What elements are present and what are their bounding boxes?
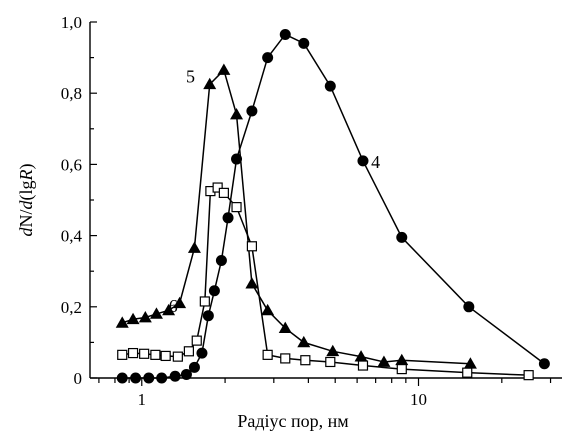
- data-point-circle: [143, 372, 155, 384]
- x-axis-title: Радіус пор, нм: [237, 411, 348, 431]
- data-point-square: [262, 349, 273, 360]
- data-point-square: [396, 364, 407, 375]
- y-tick-label: 0: [74, 369, 83, 388]
- data-point-square: [523, 370, 534, 381]
- data-point-triangle: [187, 241, 201, 253]
- curve-label: 6: [169, 296, 178, 316]
- data-point-square: [246, 241, 257, 252]
- data-point-circle: [180, 368, 192, 380]
- data-point-square: [325, 356, 336, 368]
- data-point-circle: [246, 105, 258, 117]
- data-point-square: [212, 182, 223, 193]
- y-tick-label: 0,4: [61, 227, 83, 246]
- series-layer: [115, 28, 550, 384]
- data-point-circle: [324, 80, 336, 92]
- data-point-square: [191, 335, 202, 346]
- data-point-square: [127, 347, 139, 359]
- data-point-square: [139, 348, 150, 359]
- data-point-circle: [116, 372, 128, 384]
- x-tick-label: 10: [410, 390, 427, 409]
- data-point-triangle: [203, 77, 217, 90]
- data-point-circle: [196, 347, 208, 359]
- data-point-triangle: [162, 303, 176, 316]
- data-point-triangle: [245, 277, 259, 289]
- series-6: [117, 182, 534, 381]
- y-tick-label: 0,6: [61, 155, 82, 174]
- y-tick-label: 0,2: [61, 298, 82, 317]
- series-line-5: [122, 68, 471, 365]
- data-point-square: [199, 296, 210, 307]
- data-point-circle: [208, 285, 220, 297]
- data-point-triangle: [138, 310, 152, 323]
- curve-label: 5: [186, 67, 195, 87]
- data-point-square: [183, 346, 194, 357]
- data-point-square: [462, 367, 473, 378]
- annotations: 4 5 6: [169, 67, 380, 317]
- data-point-triangle: [115, 316, 129, 328]
- data-point-circle: [231, 153, 243, 165]
- series-4: [116, 28, 550, 384]
- data-point-triangle: [326, 344, 340, 357]
- data-point-circle: [298, 37, 310, 49]
- data-point-triangle: [377, 355, 391, 367]
- series-line-4: [122, 33, 545, 379]
- data-point-triangle: [297, 335, 311, 348]
- ticks: 0 0,2 0,4 0,6 0,8 1,0 1 10: [61, 13, 552, 409]
- data-point-square: [300, 355, 311, 366]
- data-point-circle: [130, 372, 142, 384]
- data-point-circle: [538, 358, 550, 370]
- series-line-6: [122, 186, 529, 376]
- data-point-circle: [215, 255, 227, 267]
- curve-label: 4: [371, 152, 380, 172]
- y-tick-label: 0,8: [61, 84, 82, 103]
- data-point-circle: [357, 155, 369, 167]
- data-point-square: [218, 187, 229, 198]
- data-point-circle: [262, 52, 274, 64]
- data-point-triangle: [278, 321, 292, 334]
- data-point-square: [172, 351, 183, 362]
- data-point-triangle: [173, 296, 187, 309]
- data-point-circle: [463, 301, 475, 313]
- data-point-circle: [169, 370, 181, 382]
- data-point-square: [231, 202, 242, 213]
- data-point-triangle: [463, 357, 477, 369]
- data-point-triangle: [217, 63, 231, 75]
- data-point-circle: [396, 231, 408, 243]
- data-point-triangle: [395, 353, 409, 366]
- data-point-square: [280, 353, 291, 364]
- data-point-triangle: [354, 350, 368, 362]
- series-5: [115, 63, 477, 369]
- data-point-square: [117, 349, 128, 360]
- x-tick-label: 1: [138, 390, 147, 409]
- data-point-square: [160, 350, 171, 362]
- data-point-triangle: [126, 312, 140, 325]
- data-point-circle: [202, 310, 214, 322]
- data-point-triangle: [261, 303, 275, 316]
- y-axis-title: dN/d(lgR): [16, 163, 37, 236]
- data-point-square: [357, 360, 369, 371]
- data-point-circle: [279, 28, 291, 40]
- data-point-circle: [188, 361, 200, 373]
- y-tick-label: 1,0: [61, 13, 82, 32]
- data-point-circle: [156, 372, 168, 384]
- data-point-square: [150, 349, 161, 360]
- data-point-circle: [222, 212, 234, 224]
- data-point-triangle: [230, 108, 244, 120]
- data-point-triangle: [149, 307, 163, 319]
